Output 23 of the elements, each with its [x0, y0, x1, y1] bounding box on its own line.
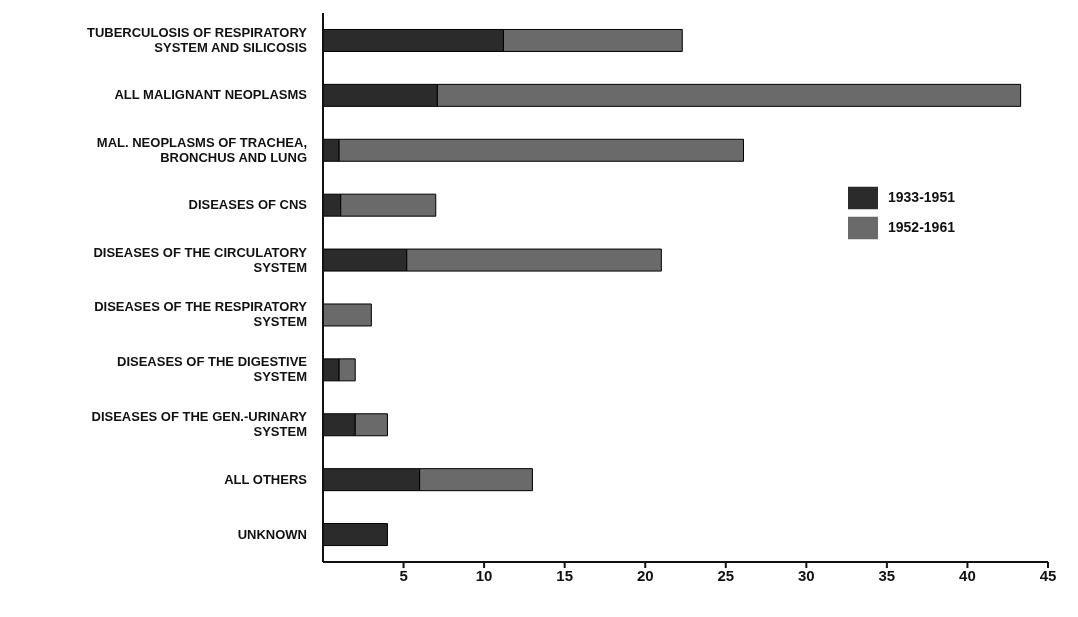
y-tick-label: TUBERCULOSIS OF RESPIRATORY SYSTEM AND SILICOSIS [86, 24, 308, 55]
x-tick-label: 10 [475, 566, 493, 584]
y-tick-label: UNKNOWN [237, 526, 307, 542]
x-tick-label: 5 [399, 566, 408, 584]
x-tick-label: 45 [1039, 566, 1057, 584]
x-tick-label: 15 [556, 566, 574, 584]
y-tick-label: DISEASES OF THE CIRCULATORY SYSTEM [93, 244, 308, 275]
x-tick-label: 25 [717, 566, 735, 584]
y-tick-label: ALL MALIGNANT NEOPLASMS [114, 87, 308, 103]
legend-label: 1933-1951 [888, 189, 955, 206]
y-tick-label: MAL. NEOPLASMS OF TRACHEA, BRONCHUS AND LUNG [96, 134, 307, 165]
y-tick-label: ALL OTHERS [224, 471, 308, 487]
y-tick-label: DISEASES OF CNS [188, 197, 308, 213]
x-tick-label: 40 [959, 566, 976, 584]
bar [323, 523, 388, 547]
y-tick-label: DISEASES OF THE RESPIRATORY SYSTEM [94, 299, 308, 330]
x-tick-label: 35 [878, 566, 896, 584]
x-tick-label: 20 [636, 566, 654, 584]
legend-label: 1952-1961 [888, 219, 955, 236]
bar [323, 303, 372, 327]
y-tick-label: DISEASES OF THE GEN.-URINARY SYSTEM [91, 409, 308, 440]
x-tick-label: 30 [797, 566, 815, 584]
y-tick-label: DISEASES OF THE DIGESTIVE SYSTEM [117, 354, 308, 385]
